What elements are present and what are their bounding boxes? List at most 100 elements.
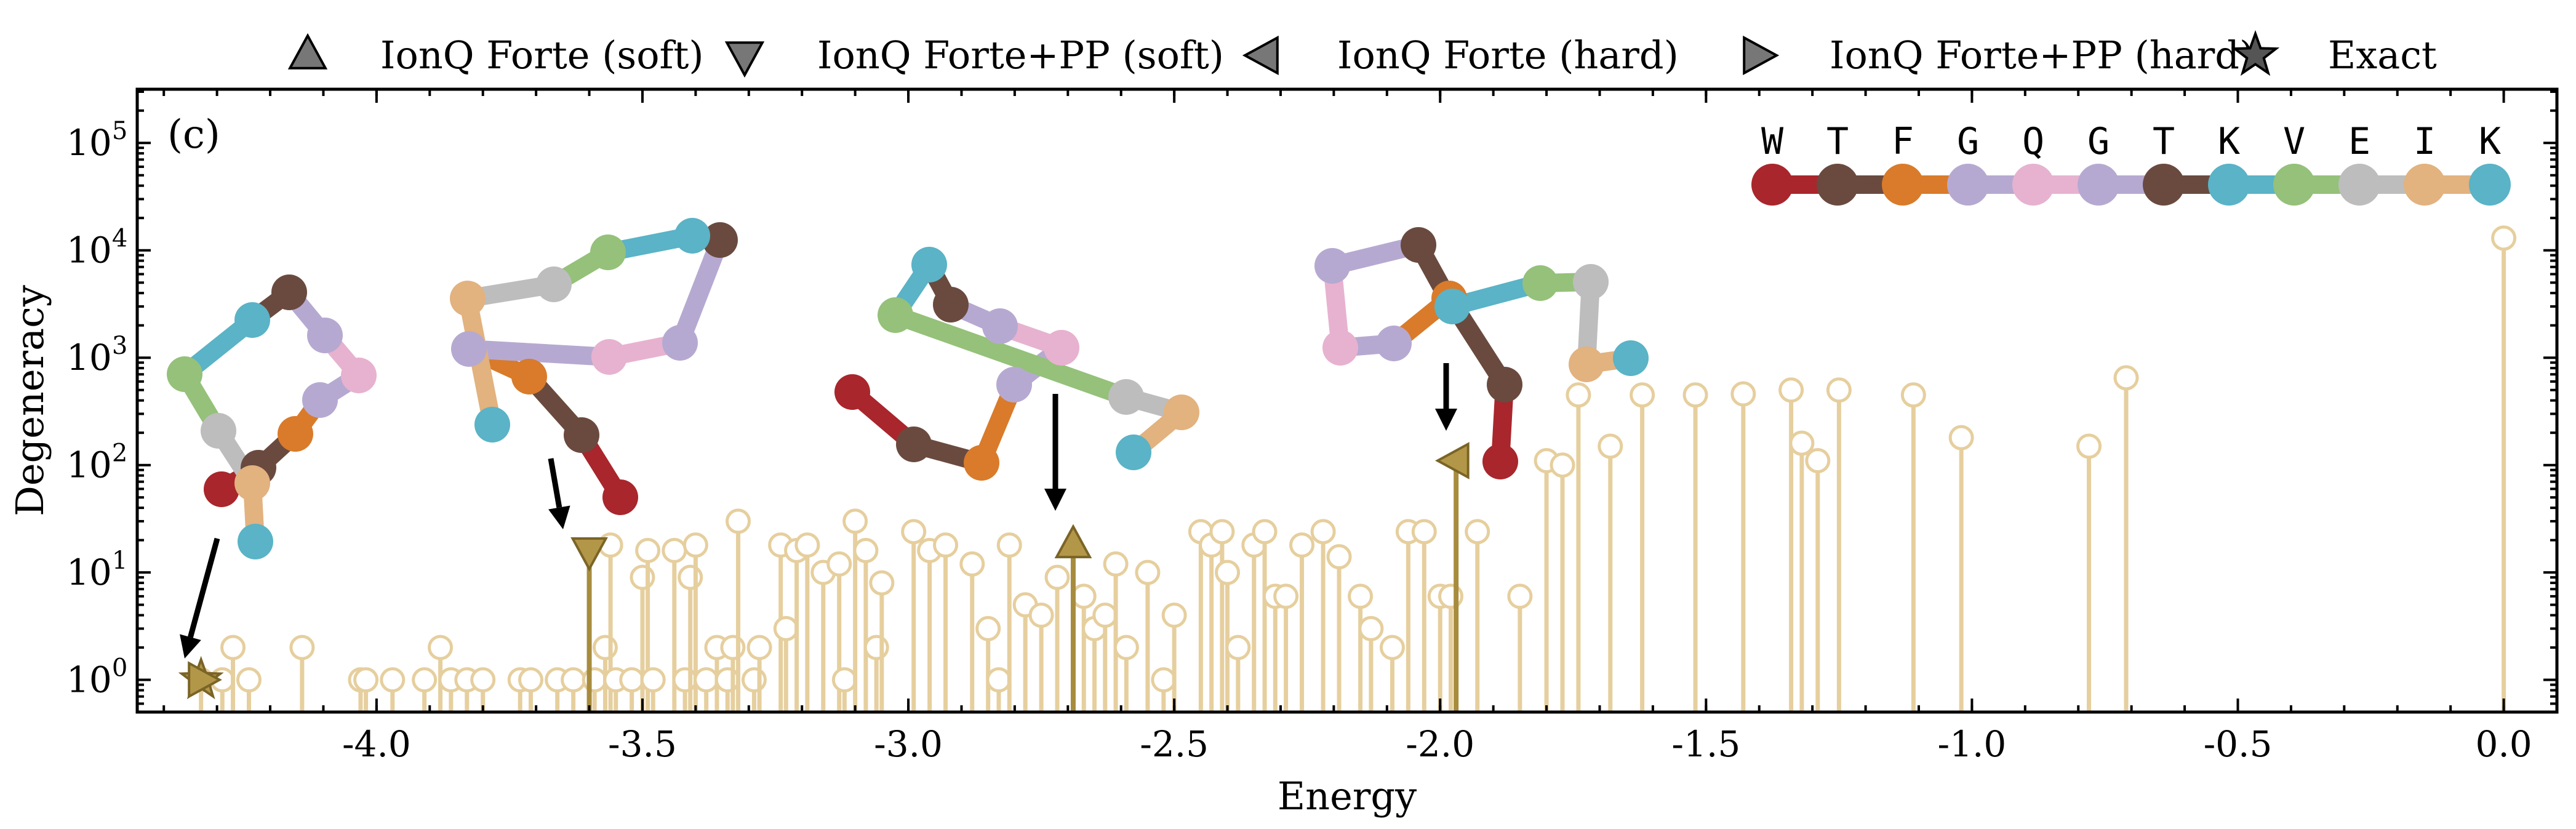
arrow-head [1435,409,1457,431]
stem-cap [794,532,820,558]
stem-cap [1789,430,1815,456]
energy-spectrum [188,225,2517,712]
protein-structures [167,218,1649,559]
structure-bead [590,234,626,270]
x-tick-label: -2.5 [1140,723,1209,765]
stem-cap [2113,365,2139,391]
stem-cap [1113,635,1139,660]
stem-cap [1411,519,1437,545]
structure-bead [1108,379,1144,415]
stem-cap [1161,603,1187,628]
stem-cap [1805,447,1831,473]
structure-bead [302,382,338,418]
structure-bead [834,374,870,410]
structure-bead [204,471,239,507]
legend-marker-triangle-down [724,41,765,78]
residue-letter: Q [2022,120,2044,163]
stem-cap [428,635,454,660]
structure-bead [1522,265,1558,301]
hardware-marker-triangle-up [1054,524,1092,559]
legend-label: IonQ Forte (soft) [380,33,704,78]
annotation-arrows [180,363,1457,659]
structure-bead [1569,346,1604,382]
stem-cap [1566,382,1591,408]
stem-cap [1071,583,1097,609]
structure-bead [474,407,510,443]
structure-bead [564,417,599,453]
residue-f-bead [1882,164,1924,206]
stem-cap [682,532,708,558]
stem-cap [635,538,661,564]
legend-label: IonQ Forte+PP (soft) [817,33,1224,78]
stem-cap [1507,583,1533,609]
residue-letter: T [2153,120,2175,163]
stem-cap [1358,615,1384,641]
residue-q-bead [2012,164,2054,206]
stem-cap [869,570,895,596]
stem-cap [640,667,666,693]
structure-bead [271,274,307,310]
structure-bond [671,231,729,352]
y-tick-label: 103 [66,332,127,378]
structure-bead [238,524,273,559]
stem-cap [1273,583,1299,609]
stem-cap [986,667,1012,693]
stem-cap [746,635,772,660]
stem-cap [720,635,746,660]
structure-bead [674,218,710,254]
structure-bead [896,427,932,462]
residue-letter: W [1761,120,1784,163]
legend-marker-star [2231,30,2280,76]
structure-bead [1376,326,1412,361]
stem-cap [561,667,586,693]
legend-label: IonQ Forte (hard) [1337,33,1679,78]
arrow-head [180,634,201,659]
stem-cap [1151,667,1177,693]
panel-label: (c) [167,112,220,158]
residue-letter: F [1892,120,1914,163]
structure-bond [460,340,618,366]
stem-cap [619,667,645,693]
annotation-arrow [188,537,220,638]
structure-bead [167,356,202,392]
stem-cap [2076,433,2102,459]
stem-cap [714,667,740,693]
stem-cap [1900,382,1926,408]
stem-cap [353,667,379,693]
stem-cap [773,615,799,641]
arrow-head [548,505,570,529]
structure-bead [278,416,313,452]
y-axis-ticks: 100 101 102 103 104 105 [66,90,2557,705]
residue-letter: I [2414,120,2436,163]
stem-cap [220,635,246,660]
stem-cap [1209,519,1235,545]
x-tick-label: -4.0 [342,723,411,765]
legend-label: Exact [2328,33,2437,78]
structure-bead [878,297,913,333]
stem-cap [726,508,751,534]
y-axis-label: Degeneracy [7,285,52,516]
stem-cap [1465,519,1490,545]
stem-cap [1044,564,1070,590]
hardware-marker-triangle-left [1434,442,1470,479]
stem-cap [863,635,889,660]
stem-cap [831,667,857,693]
stem-cap [853,538,879,564]
stem-cap [741,667,767,693]
arrow-head [1044,489,1066,511]
stem-cap [1225,635,1251,660]
stem-cap [1598,433,1623,459]
stem-cap [1252,519,1278,545]
residue-t-bead [1817,164,1858,206]
structure-bead [451,331,487,367]
structure-bead [911,247,947,282]
residue-e-bead [2338,164,2380,206]
structure-bead [996,367,1032,402]
stem-cap [1778,377,1804,403]
hardware-marker-triangle-down [570,537,608,572]
structure-bead [702,222,738,258]
residue-k-bead [2469,164,2511,206]
stem-cap [518,667,543,693]
